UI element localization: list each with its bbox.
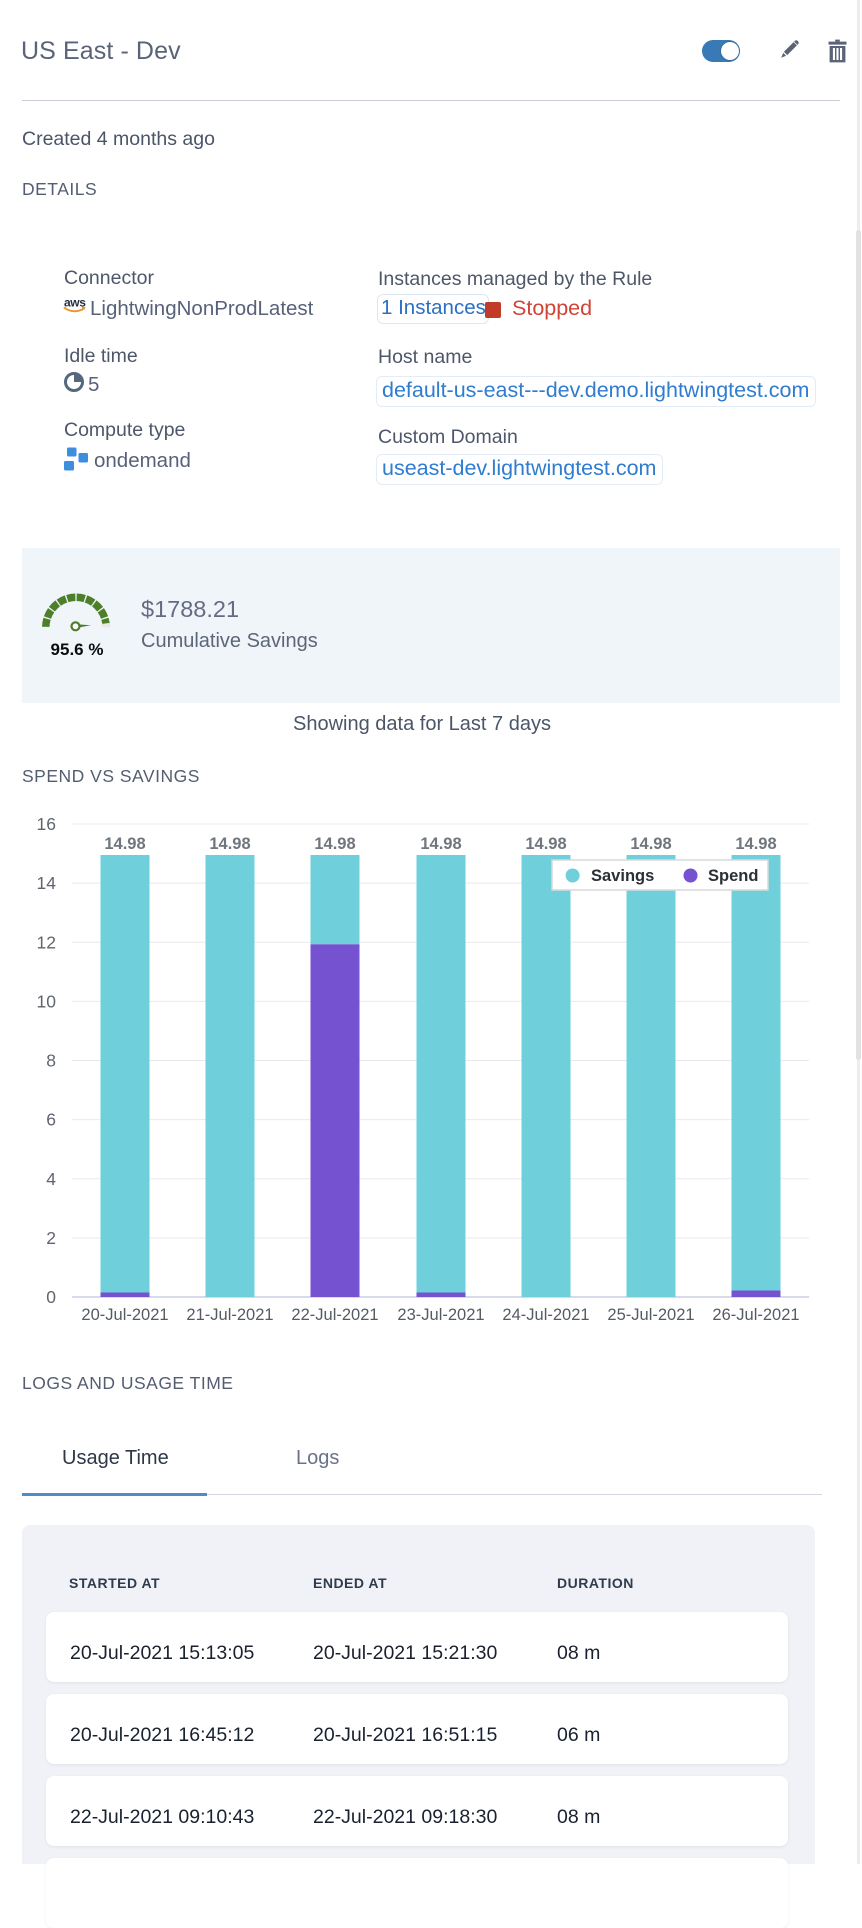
svg-text:2: 2 <box>46 1228 56 1248</box>
svg-text:21-Jul-2021: 21-Jul-2021 <box>186 1306 273 1324</box>
svg-text:14.98: 14.98 <box>420 835 461 853</box>
svg-text:14.98: 14.98 <box>735 835 776 853</box>
svg-text:14.98: 14.98 <box>630 835 671 853</box>
svg-text:10: 10 <box>37 991 57 1011</box>
svg-text:23-Jul-2021: 23-Jul-2021 <box>397 1306 484 1324</box>
svg-text:0: 0 <box>46 1287 56 1307</box>
svg-text:16: 16 <box>37 814 56 834</box>
svg-text:14.98: 14.98 <box>209 835 250 853</box>
svg-text:6: 6 <box>46 1110 56 1130</box>
svg-text:24-Jul-2021: 24-Jul-2021 <box>502 1306 589 1324</box>
svg-text:20-Jul-2021: 20-Jul-2021 <box>81 1306 168 1324</box>
svg-text:25-Jul-2021: 25-Jul-2021 <box>607 1306 694 1324</box>
svg-text:Spend: Spend <box>708 867 758 885</box>
svg-text:22-Jul-2021: 22-Jul-2021 <box>291 1306 378 1324</box>
svg-text:14: 14 <box>37 873 57 893</box>
svg-text:14.98: 14.98 <box>104 835 145 853</box>
svg-text:26-Jul-2021: 26-Jul-2021 <box>712 1306 799 1324</box>
svg-text:8: 8 <box>46 1051 56 1071</box>
svg-text:aws: aws <box>64 297 86 310</box>
svg-text:14.98: 14.98 <box>525 835 566 853</box>
svg-text:4: 4 <box>46 1169 56 1189</box>
svg-text:12: 12 <box>37 932 56 952</box>
svg-text:14.98: 14.98 <box>314 835 355 853</box>
svg-text:Savings: Savings <box>591 867 654 885</box>
